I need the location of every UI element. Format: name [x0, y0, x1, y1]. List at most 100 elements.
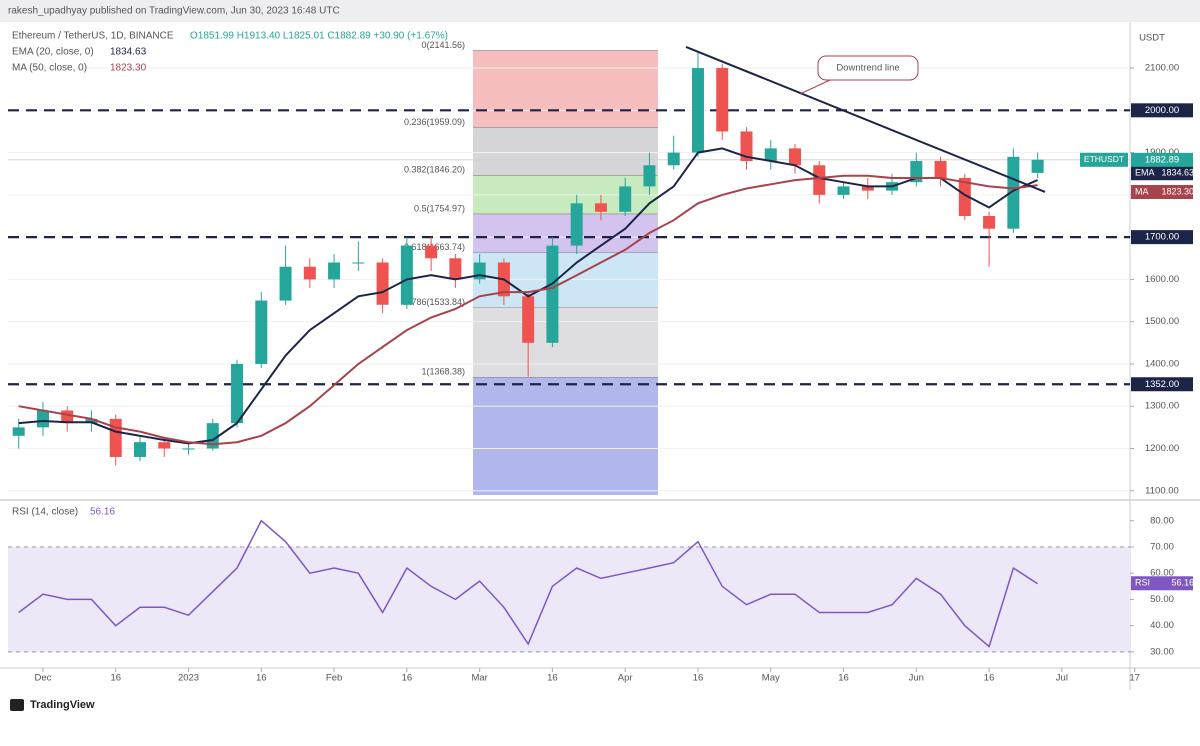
y-tick-label: 2100.00: [1145, 63, 1179, 74]
x-tick-label: 16: [256, 673, 267, 684]
legend-title: Ethereum / TetherUS, 1D, BINANCE: [12, 31, 174, 42]
y-tick-label: 80.00: [1150, 515, 1174, 526]
candle-body: [983, 216, 996, 229]
legend-ohlc: O1851.99 H1913.40 L1825.01 C1882.89 +30.…: [190, 31, 448, 42]
currency: USDT: [1139, 33, 1165, 44]
candle-body: [36, 410, 49, 428]
legend-value: 1834.63: [110, 47, 147, 58]
axis-badge: [1131, 377, 1193, 392]
y-tick-label: 1500.00: [1145, 316, 1179, 327]
candle-body: [449, 258, 462, 280]
candle-body: [400, 245, 413, 305]
candle-body: [279, 266, 292, 301]
axis-badge-label: MA: [1135, 186, 1149, 196]
candle-body: [570, 203, 583, 246]
header: rakesh_upadhyay published on TradingView…: [8, 6, 340, 17]
candle-body: [546, 245, 559, 343]
axis-badge-label: EMA: [1135, 168, 1155, 178]
candle-body: [134, 442, 146, 457]
candle-body: [182, 448, 195, 450]
x-tick-label: 2023: [178, 673, 199, 684]
fib-zone: [473, 127, 658, 176]
y-tick-label: 70.00: [1150, 541, 1174, 552]
candle-body: [934, 161, 947, 178]
candle-body: [667, 152, 680, 166]
axis-badge: [1131, 103, 1193, 118]
header-bar: [0, 0, 1200, 22]
symbol-badge: ETHUSDT: [1084, 154, 1124, 164]
x-tick-label: 16: [402, 673, 413, 684]
brand: TradingView: [30, 699, 95, 711]
candle-body: [328, 262, 341, 280]
axis-badge-value: 1352.00: [1145, 379, 1179, 390]
candle-body: [594, 203, 607, 212]
annotation: Downtrend line: [836, 63, 899, 74]
annotation-box: [817, 55, 919, 81]
axis-badge-value: 2000.00: [1145, 105, 1179, 116]
x-tick-label: May: [762, 673, 780, 684]
y-tick-label: 30.00: [1150, 646, 1174, 657]
candle-body: [255, 300, 268, 364]
axis-badge-value: 1823.30: [1161, 186, 1194, 196]
axis-badge-value: 1700.00: [1145, 232, 1179, 243]
candle-body: [206, 423, 219, 449]
candle-body: [813, 165, 826, 195]
candle-body: [425, 245, 438, 259]
fib-label: 0.382(1846.20): [404, 165, 465, 175]
fib-label: 0.786(1533.84): [404, 297, 465, 307]
axis-badge-value: 1882.89: [1145, 154, 1179, 165]
y-tick-label: 40.00: [1150, 620, 1174, 631]
fib-label: 0(2141.56): [421, 40, 465, 50]
candle-body: [789, 148, 802, 166]
axis-badge: [1080, 152, 1128, 167]
x-tick-label: 16: [838, 673, 849, 684]
y-tick-label: 1300.00: [1145, 401, 1179, 412]
x-tick-label: Dec: [35, 673, 52, 684]
candle-body: [740, 131, 753, 162]
trend-line: [685, 45, 1046, 193]
y-tick-label: 1100.00: [1145, 485, 1179, 496]
candle-body: [958, 177, 971, 216]
fib-label: 0.5(1754.97): [414, 203, 465, 213]
y-tick-label: 1600.00: [1145, 274, 1179, 285]
candle-body: [861, 186, 874, 191]
candle-body: [1007, 156, 1020, 229]
candle-body: [85, 418, 98, 424]
footer: [0, 690, 1200, 746]
rsi-band: [8, 546, 1130, 652]
fib-label: 1(1368.38): [421, 367, 465, 377]
x-tick-label: Feb: [326, 673, 342, 684]
fib-zone: [473, 213, 658, 253]
y-tick-label: 1900.00: [1145, 147, 1179, 158]
candle-body: [716, 68, 729, 132]
x-tick-label: 16: [984, 673, 995, 684]
axis-badge: [1131, 185, 1193, 200]
x-tick-label: 16: [110, 673, 121, 684]
axis-badge: [1131, 576, 1193, 591]
candle-body: [910, 161, 923, 183]
rsi-line: [18, 519, 1039, 648]
candle-body: [691, 68, 704, 153]
axis-badge-value: 56.16: [1171, 578, 1194, 588]
fib-zone: [473, 50, 658, 128]
fib-zone: [473, 377, 658, 495]
x-tick-label: Jul: [1056, 673, 1068, 684]
candle-body: [619, 186, 632, 212]
legend-name: EMA (20, close, 0): [12, 47, 94, 58]
axis-badge: [1131, 230, 1193, 245]
candle-body: [764, 148, 777, 162]
indicator-line: [18, 147, 1038, 445]
rsi-value: 56.16: [90, 507, 115, 518]
candle-body: [1031, 159, 1044, 173]
x-tick-label: 17: [1129, 673, 1140, 684]
y-tick-label: 60.00: [1150, 568, 1174, 579]
axis-badge: [1131, 166, 1193, 181]
x-tick-label: Jun: [909, 673, 924, 684]
x-tick-label: 16: [547, 673, 558, 684]
candle-body: [522, 296, 535, 343]
x-tick-label: 16: [693, 673, 704, 684]
candle-body: [303, 266, 316, 280]
axis-badge: [1131, 152, 1193, 167]
y-tick-label: 1400.00: [1145, 358, 1179, 369]
